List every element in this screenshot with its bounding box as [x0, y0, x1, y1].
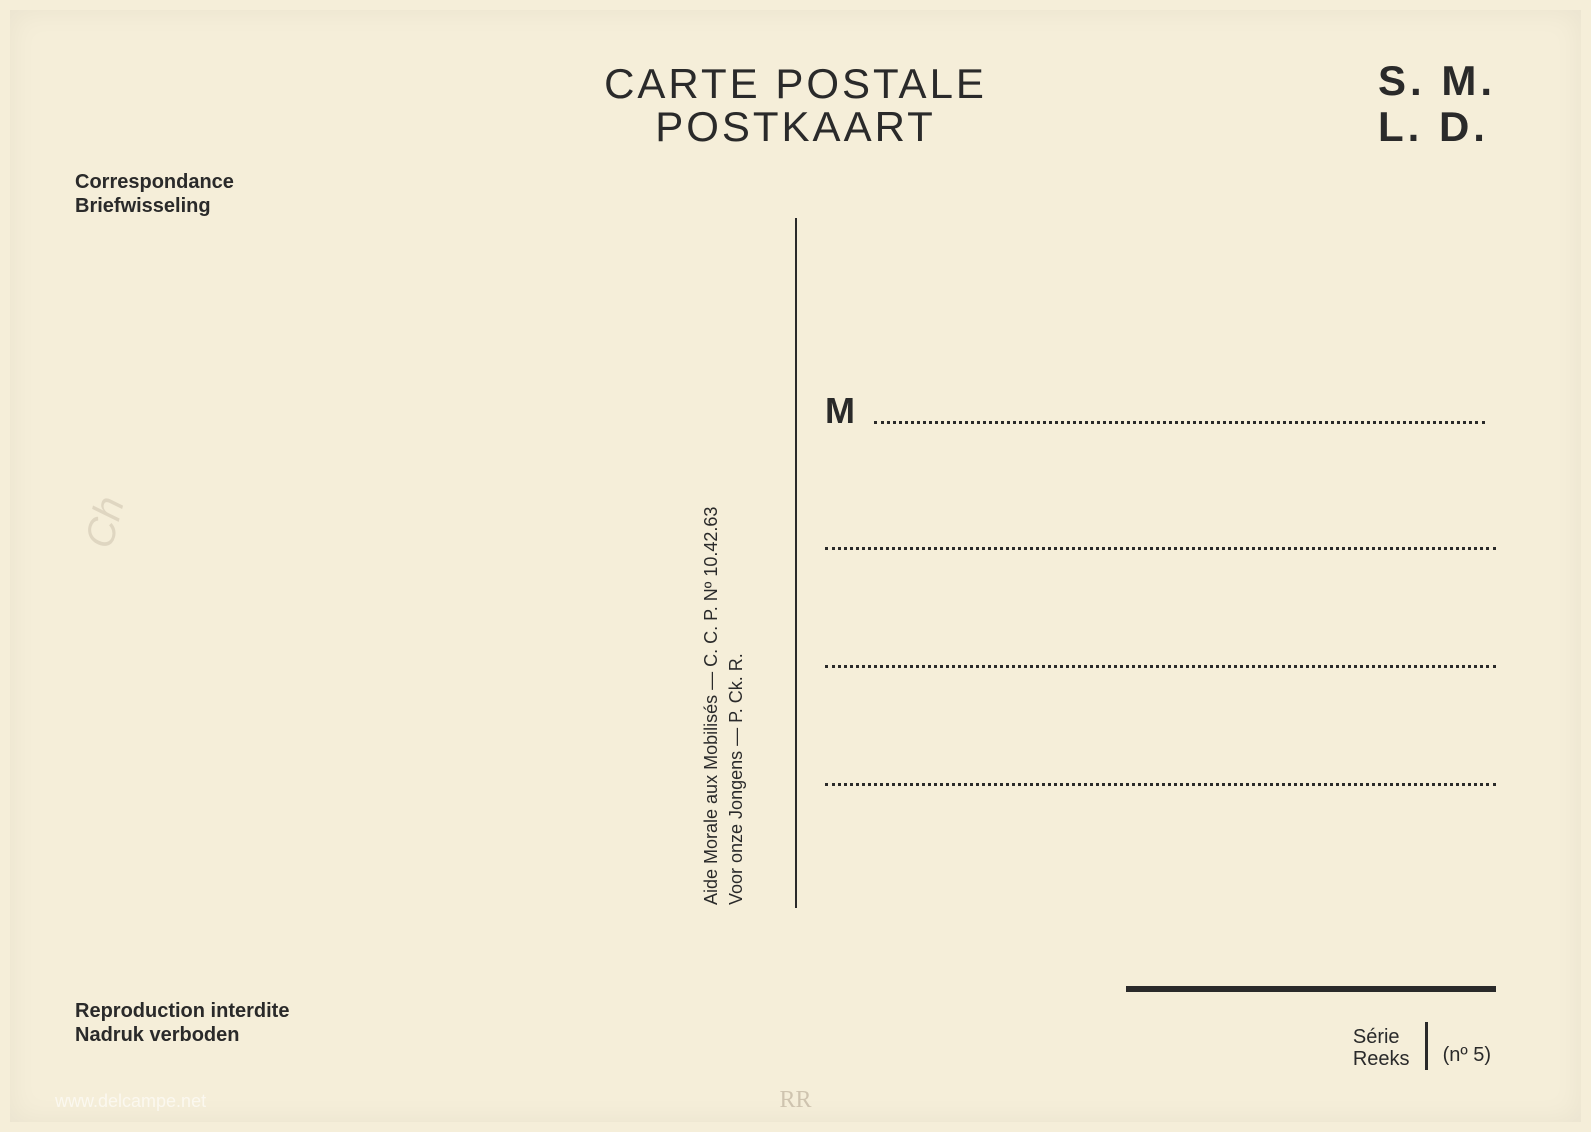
spacer-2	[825, 550, 1496, 665]
reproduction-nl: Nadruk verboden	[75, 1023, 289, 1047]
thick-underline	[1126, 986, 1496, 992]
pencil-mark-left: Ch	[77, 492, 134, 553]
spacer-3	[825, 668, 1496, 783]
series-labels: Série Reeks	[1353, 1026, 1410, 1070]
center-divider	[795, 218, 797, 908]
title-dutch: POSTKAART	[30, 103, 1561, 151]
series-number: (nº 5)	[1443, 1044, 1491, 1070]
correspondance-fr: Correspondance	[75, 170, 234, 194]
series-divider-bar	[1425, 1022, 1428, 1070]
reproduction-notice: Reproduction interdite Nadruk verboden	[75, 999, 289, 1047]
title-french: CARTE POSTALE	[30, 60, 1561, 108]
address-line-1: M	[825, 390, 1496, 432]
pencil-mark-bottom: RR	[779, 1087, 811, 1114]
publisher-nl: Voor onze Jongens — P. Ck. R.	[726, 653, 747, 905]
header: CARTE POSTALE POSTKAART	[30, 60, 1561, 151]
code-ld: L. D.	[1378, 104, 1496, 150]
address-area: M	[825, 390, 1496, 786]
dotted-line-1	[874, 421, 1485, 424]
correspondance-nl: Briefwisseling	[75, 194, 234, 218]
spacer-1	[825, 432, 1496, 547]
publisher-fr: Aide Morale aux Mobilisés — C. C. P. Nº …	[701, 507, 722, 905]
top-right-codes: S. M. L. D.	[1378, 58, 1496, 150]
correspondance-label: Correspondance Briefwisseling	[75, 170, 234, 218]
publisher-info: Aide Morale aux Mobilisés — C. C. P. Nº …	[701, 285, 761, 905]
series-nl: Reeks	[1353, 1048, 1410, 1070]
postcard-back: CARTE POSTALE POSTKAART S. M. L. D. Corr…	[0, 0, 1591, 1132]
dotted-line-4	[825, 783, 1496, 786]
code-sm: S. M.	[1378, 58, 1496, 104]
series-fr: Série	[1353, 1026, 1410, 1048]
series-info: Série Reeks (nº 5)	[1353, 1022, 1491, 1070]
reproduction-fr: Reproduction interdite	[75, 999, 289, 1023]
watermark: www.delcampe.net	[55, 1091, 206, 1112]
address-prefix-m: M	[825, 390, 855, 432]
